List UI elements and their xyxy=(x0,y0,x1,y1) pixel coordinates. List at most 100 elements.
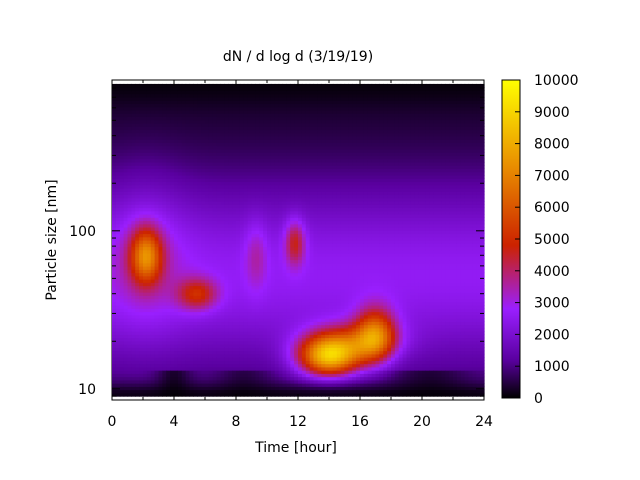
heatmap-cell xyxy=(115,259,121,264)
heatmap-cell xyxy=(290,353,295,358)
heatmap-cell xyxy=(212,135,218,140)
heatmap-cell xyxy=(201,103,206,108)
heatmap-cell xyxy=(154,350,160,355)
heatmap-cell xyxy=(146,327,152,332)
heatmap-cell xyxy=(298,152,303,157)
heatmap-cell xyxy=(251,392,256,397)
heatmap-cell xyxy=(127,168,132,173)
heatmap-cell xyxy=(232,194,237,199)
heatmap-cell xyxy=(309,321,315,326)
heatmap-cell xyxy=(181,324,187,329)
heatmap-cell xyxy=(119,148,125,153)
heatmap-cell xyxy=(263,106,268,111)
heatmap-cell xyxy=(115,370,121,374)
heatmap-cell xyxy=(309,386,315,391)
heatmap-cell xyxy=(286,226,291,231)
heatmap-cell xyxy=(185,240,191,244)
heatmap-cell xyxy=(123,279,129,283)
heatmap-cell xyxy=(290,165,295,170)
heatmap-cell xyxy=(228,103,233,108)
heatmap-cell xyxy=(267,223,272,228)
heatmap-cell xyxy=(112,259,117,264)
heatmap-cell xyxy=(197,256,202,261)
heatmap-cell xyxy=(119,392,125,397)
heatmap-cell xyxy=(255,230,260,235)
heatmap-cell xyxy=(154,308,160,313)
heatmap-cell xyxy=(255,126,260,131)
heatmap-cell xyxy=(146,90,152,95)
heatmap-cell xyxy=(170,90,175,95)
heatmap-cell xyxy=(270,340,276,345)
heatmap-cell xyxy=(309,233,315,238)
heatmap-cell xyxy=(294,363,299,368)
heatmap-cell xyxy=(263,262,268,267)
heatmap-cell xyxy=(298,109,303,114)
heatmap-cell xyxy=(282,249,287,254)
heatmap-cell xyxy=(224,116,229,121)
heatmap-cell xyxy=(270,210,276,215)
heatmap-cell xyxy=(166,334,171,339)
heatmap-cell xyxy=(243,109,249,114)
heatmap-cell xyxy=(267,246,272,251)
heatmap-cell xyxy=(197,386,202,391)
heatmap-cell xyxy=(154,340,160,345)
heatmap-cell xyxy=(143,139,148,144)
heatmap-cell xyxy=(208,337,214,342)
heatmap-cell xyxy=(216,272,222,277)
heatmap-cell xyxy=(123,103,129,108)
heatmap-cell xyxy=(278,331,284,335)
heatmap-cell xyxy=(162,269,167,274)
heatmap-cell xyxy=(278,353,284,358)
heatmap-cell xyxy=(216,129,222,134)
heatmap-cell xyxy=(123,230,129,235)
heatmap-cell xyxy=(208,347,214,352)
heatmap-cell xyxy=(294,233,299,238)
heatmap-cell xyxy=(119,106,125,111)
heatmap-cell xyxy=(115,249,121,254)
heatmap-cell xyxy=(150,314,156,319)
heatmap-cell xyxy=(131,161,136,166)
heatmap-cell xyxy=(135,379,140,384)
heatmap-cell xyxy=(146,246,152,251)
heatmap-cell xyxy=(305,171,311,176)
heatmap-cell xyxy=(208,379,214,384)
heatmap-cell xyxy=(174,357,179,361)
heatmap-cell xyxy=(123,379,129,384)
heatmap-cell xyxy=(135,135,140,140)
heatmap-cell xyxy=(154,331,160,335)
heatmap-cell xyxy=(294,285,299,290)
heatmap-cell xyxy=(197,213,202,218)
heatmap-cell xyxy=(286,288,291,293)
heatmap-cell xyxy=(139,83,144,88)
heatmap-cell xyxy=(205,226,210,231)
heatmap-cell xyxy=(305,344,311,348)
heatmap-cell xyxy=(174,233,179,238)
heatmap-cell xyxy=(197,269,202,274)
heatmap-cell xyxy=(123,197,129,202)
heatmap-cell xyxy=(282,213,287,218)
heatmap-cell xyxy=(274,363,280,368)
heatmap-cell xyxy=(251,259,256,264)
heatmap-cell xyxy=(255,275,260,280)
heatmap-cell xyxy=(309,109,315,114)
heatmap-cell xyxy=(290,370,295,374)
heatmap-cell xyxy=(212,379,218,384)
heatmap-cell xyxy=(282,135,287,140)
heatmap-cell xyxy=(181,145,187,150)
heatmap-cell xyxy=(197,383,202,387)
heatmap-cell xyxy=(239,373,245,378)
heatmap-cell xyxy=(139,253,144,257)
heatmap-cell xyxy=(181,152,187,157)
heatmap-cell xyxy=(189,100,194,105)
heatmap-cell xyxy=(112,87,117,92)
heatmap-cell xyxy=(267,386,272,391)
heatmap-cell xyxy=(166,236,171,241)
heatmap-cell xyxy=(270,100,276,105)
heatmap-cell xyxy=(181,363,187,368)
heatmap-cell xyxy=(278,386,284,391)
heatmap-cell xyxy=(174,360,179,365)
heatmap-cell xyxy=(143,233,148,238)
heatmap-cell xyxy=(185,379,191,384)
heatmap-cell xyxy=(197,308,202,313)
heatmap-cell xyxy=(154,324,160,329)
